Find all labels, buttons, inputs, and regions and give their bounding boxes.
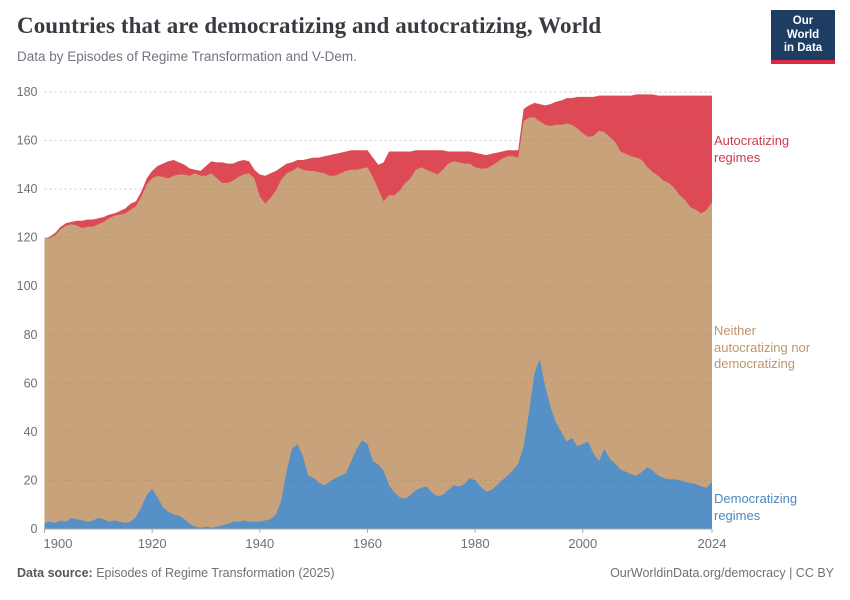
owid-logo-line2: in Data xyxy=(783,42,823,54)
y-tick-label-80: 80 xyxy=(24,328,38,342)
x-tick-label-1960: 1960 xyxy=(353,536,382,551)
footer-separator: | xyxy=(785,566,796,580)
x-tick-label-1920: 1920 xyxy=(138,536,167,551)
y-tick-label-20: 20 xyxy=(24,473,38,487)
x-tick-label-1940: 1940 xyxy=(245,536,274,551)
x-tick-label-2000: 2000 xyxy=(568,536,597,551)
x-tick-label-2024: 2024 xyxy=(698,536,727,551)
y-tick-label-120: 120 xyxy=(17,231,38,245)
data-source: Data source: Episodes of Regime Transfor… xyxy=(17,566,335,580)
data-source-label: Data source: xyxy=(17,566,93,580)
license-label: CC BY xyxy=(795,566,834,580)
y-tick-label-160: 160 xyxy=(17,134,38,148)
x-tick-label-1900: 1900 xyxy=(44,536,73,551)
footer: Data source: Episodes of Regime Transfor… xyxy=(17,566,834,580)
legend-neither-autocratizing-nor-democratizing: Neither autocratizing nor democratizing xyxy=(714,323,811,371)
data-source-value: Episodes of Regime Transformation (2025) xyxy=(92,566,335,580)
y-tick-label-140: 140 xyxy=(17,182,38,196)
y-tick-label-180: 180 xyxy=(17,85,38,99)
y-tick-label-40: 40 xyxy=(24,425,38,439)
chart-subtitle: Data by Episodes of Regime Transformatio… xyxy=(17,49,357,64)
footer-right: OurWorldinData.org/democracy | CC BY xyxy=(610,566,834,580)
y-tick-label-60: 60 xyxy=(24,376,38,390)
y-tick-label-100: 100 xyxy=(17,279,38,293)
owid-url-link[interactable]: OurWorldinData.org/democracy xyxy=(610,566,786,580)
owid-logo-line1: Our World xyxy=(786,15,820,41)
x-tick-label-1980: 1980 xyxy=(461,536,490,551)
legend-autocratizing-regimes: Autocratizing regimes xyxy=(714,133,790,165)
area-democratizing xyxy=(44,359,712,529)
legend-democratizing-regimes: Democratizing regimes xyxy=(714,491,798,523)
page-title: Countries that are democratizing and aut… xyxy=(17,13,602,38)
owid-logo: Our World in Data xyxy=(771,10,835,64)
y-tick-label-0: 0 xyxy=(31,522,38,536)
